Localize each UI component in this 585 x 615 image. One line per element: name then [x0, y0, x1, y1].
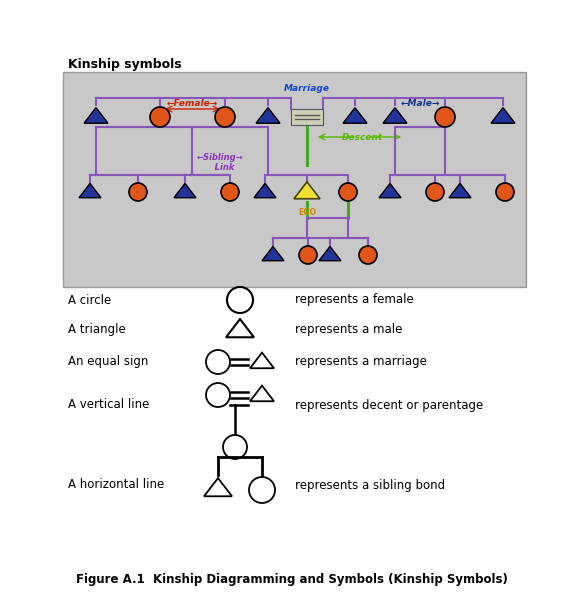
Polygon shape [319, 247, 341, 261]
Circle shape [426, 183, 444, 201]
Polygon shape [294, 182, 320, 199]
Text: Figure A.1  Kinship Diagramming and Symbols (Kinship Symbols): Figure A.1 Kinship Diagramming and Symbo… [76, 574, 508, 587]
Polygon shape [256, 108, 280, 123]
Text: A circle: A circle [68, 293, 111, 306]
Circle shape [206, 350, 230, 374]
Circle shape [206, 383, 230, 407]
Circle shape [221, 183, 239, 201]
Bar [63, 72, 526, 287]
Text: ←Sibling→
   Link: ←Sibling→ Link [197, 153, 243, 172]
Polygon shape [250, 386, 274, 401]
Circle shape [359, 246, 377, 264]
Polygon shape [226, 319, 254, 337]
Circle shape [215, 107, 235, 127]
Text: represents a marriage: represents a marriage [295, 355, 427, 368]
Circle shape [339, 183, 357, 201]
Circle shape [249, 477, 275, 503]
Polygon shape [379, 183, 401, 197]
Polygon shape [174, 183, 196, 197]
Polygon shape [449, 183, 471, 197]
Text: A horizontal line: A horizontal line [68, 478, 164, 491]
Circle shape [496, 183, 514, 201]
Text: represents a female: represents a female [295, 293, 414, 306]
Polygon shape [343, 108, 367, 123]
Text: EGO: EGO [298, 208, 316, 217]
Text: Kinship symbols: Kinship symbols [68, 58, 181, 71]
Polygon shape [204, 478, 232, 496]
Text: represents a sibling bond: represents a sibling bond [295, 478, 445, 491]
Polygon shape [84, 108, 108, 123]
Text: represents a male: represents a male [295, 323, 402, 336]
Polygon shape [383, 108, 407, 123]
Polygon shape [262, 247, 284, 261]
Bar [291, 109, 323, 125]
Polygon shape [254, 183, 276, 197]
Circle shape [150, 107, 170, 127]
Circle shape [129, 183, 147, 201]
Polygon shape [79, 183, 101, 197]
Circle shape [435, 107, 455, 127]
Text: An equal sign: An equal sign [68, 355, 149, 368]
Text: A triangle: A triangle [68, 323, 126, 336]
Text: A vertical line: A vertical line [68, 399, 149, 411]
Circle shape [299, 246, 317, 264]
Text: ←Female→: ←Female→ [167, 99, 218, 108]
Text: represents decent or parentage: represents decent or parentage [295, 399, 483, 411]
Circle shape [223, 435, 247, 459]
Polygon shape [250, 352, 274, 368]
Text: Descent: Descent [342, 132, 383, 141]
Polygon shape [491, 108, 515, 123]
Circle shape [227, 287, 253, 313]
Text: Marriage: Marriage [284, 84, 330, 93]
Text: ←Male→: ←Male→ [400, 99, 440, 108]
